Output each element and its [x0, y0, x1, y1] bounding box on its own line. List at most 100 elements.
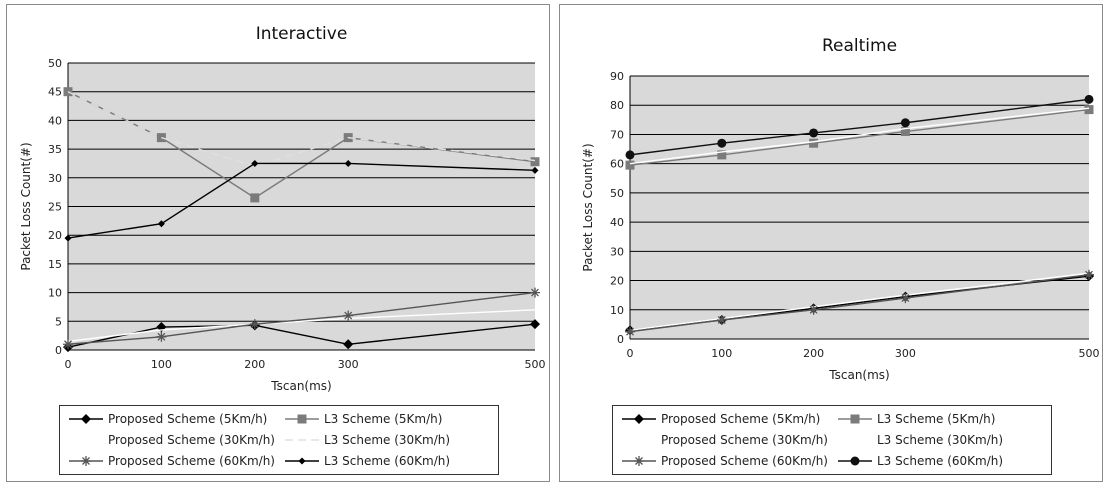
y-axis-label: Packet Loss Count(#)	[19, 142, 33, 270]
legend-marker	[850, 414, 860, 424]
legend-marker	[81, 414, 91, 424]
legend-swatch	[285, 457, 319, 465]
y-tick-label: 50	[610, 187, 624, 200]
y-tick-label: 10	[610, 304, 624, 317]
y-tick-label: 15	[48, 258, 62, 271]
series-l3-scheme-60km-h-point	[717, 138, 727, 148]
legend-marker	[298, 457, 306, 465]
x-tick-label: 0	[627, 347, 634, 360]
legend-label: L3 Scheme (60Km/h)	[324, 454, 451, 468]
legend-marker	[850, 456, 860, 466]
y-tick-label: 40	[610, 216, 624, 229]
y-tick-label: 90	[610, 70, 624, 83]
legend-item-l3-scheme-30km-h: L3 Scheme (30Km/h)	[284, 430, 450, 450]
legend-item-proposed-scheme-5km-h: Proposed Scheme (5Km/h)	[621, 409, 820, 429]
series-proposed-scheme-60km-h-point	[1084, 269, 1094, 280]
y-axis-label: Packet Loss Count(#)	[581, 143, 595, 271]
legend-label: Proposed Scheme (60Km/h)	[108, 454, 275, 468]
legend-swatch	[69, 414, 103, 424]
x-tick-label: 200	[244, 358, 265, 371]
series-proposed-scheme-60km-h	[63, 287, 540, 350]
legend-swatch	[838, 439, 872, 441]
series-l3-scheme-5km-h-point	[717, 150, 727, 160]
series-proposed-scheme-60km-h	[625, 269, 1094, 337]
plot-area	[630, 76, 1089, 339]
legend-label: Proposed Scheme (60Km/h)	[661, 454, 828, 468]
series-proposed-scheme-60km-h-point	[808, 304, 819, 315]
legend-swatch	[838, 414, 872, 424]
legend-item-l3-scheme-60km-h: L3 Scheme (60Km/h)	[837, 451, 1003, 471]
series-l3-scheme-60km-h	[64, 159, 539, 242]
legend-label: L3 Scheme (5Km/h)	[324, 412, 443, 426]
legend-label: L3 Scheme (30Km/h)	[877, 433, 1004, 447]
x-axis-label: Tscan(ms)	[270, 379, 331, 393]
legend-item-proposed-scheme-60km-h: Proposed Scheme (60Km/h)	[621, 451, 828, 471]
y-tick-label: 0	[55, 344, 62, 357]
legend-marker	[81, 456, 91, 466]
y-tick-label: 80	[610, 99, 624, 112]
series-l3-scheme-60km-h-point	[809, 128, 819, 138]
series-l3-scheme-5km-h-point	[809, 138, 819, 148]
series-l3-scheme-60km-h-point	[251, 159, 259, 167]
y-tick-label: 5	[55, 315, 62, 328]
series-proposed-scheme-60km-h-point	[625, 326, 635, 337]
series-l3-scheme-60km-h-point	[625, 150, 635, 160]
y-tick-label: 35	[48, 143, 62, 156]
legend-label: Proposed Scheme (30Km/h)	[108, 433, 275, 447]
legend-swatch	[69, 456, 103, 466]
x-axis-label: Tscan(ms)	[828, 368, 889, 382]
y-tick-label: 40	[48, 114, 62, 127]
legend-item-l3-scheme-5km-h: L3 Scheme (5Km/h)	[284, 409, 442, 429]
legend-label: Proposed Scheme (5Km/h)	[661, 412, 821, 426]
series-proposed-scheme-5km-h-point	[343, 339, 354, 350]
series-proposed-scheme-60km-h-point	[63, 339, 73, 350]
chart-legend-realtime: Proposed Scheme (5Km/h) L3 Scheme (5Km/h)…	[612, 405, 1052, 475]
x-tick-label: 0	[65, 358, 72, 371]
series-l3-scheme-5km-h-point	[530, 157, 540, 167]
series-proposed-scheme-60km-h-point	[716, 315, 727, 326]
series-l3-scheme-60km-h	[625, 94, 1094, 160]
legend-swatch	[622, 439, 656, 441]
x-tick-label: 200	[803, 347, 824, 360]
series-l3-scheme-5km-h-point	[900, 127, 910, 137]
legend-swatch	[69, 439, 103, 441]
series-l3-scheme-60km-h-point	[900, 118, 910, 128]
series-l3-scheme-5km-h-point	[625, 160, 635, 170]
series-proposed-scheme-60km-h-point	[156, 331, 167, 342]
y-tick-label: 70	[610, 128, 624, 141]
chart-panel-interactive: 0 5 10 15 20 25 30 35 40 45 50 0 100 200 300 500 Interac…	[6, 4, 550, 482]
series-l3-scheme-5km-h	[625, 105, 1094, 170]
x-tick-label: 100	[151, 358, 172, 371]
series-l3-scheme-30km-h-line	[629, 107, 1090, 165]
legend-marker	[297, 414, 307, 424]
chart-title: Realtime	[822, 36, 897, 56]
y-tick-label: 0	[617, 333, 624, 346]
x-tick-label: 100	[711, 347, 732, 360]
series-l3-scheme-60km-h-point	[64, 234, 72, 242]
legend-label: L3 Scheme (30Km/h)	[324, 433, 451, 447]
legend-item-proposed-scheme-30km-h: Proposed Scheme (30Km/h)	[68, 430, 275, 450]
y-tick-label: 45	[48, 86, 62, 99]
x-tick-label: 300	[895, 347, 916, 360]
y-tick-label: 30	[48, 172, 62, 185]
series-proposed-scheme-60km-h-point	[249, 319, 260, 330]
series-proposed-scheme-60km-h-point	[900, 293, 911, 304]
y-tick-label: 60	[610, 158, 624, 171]
series-l3-scheme-5km-h-point	[1084, 105, 1094, 115]
legend-item-proposed-scheme-5km-h: Proposed Scheme (5Km/h)	[68, 409, 267, 429]
series-proposed-scheme-5km-h-point	[530, 319, 540, 330]
y-tick-label: 10	[48, 287, 62, 300]
series-l3-scheme-30km-h	[629, 107, 1090, 165]
chart-canvas-realtime: 0 10 20 30 40 50 60 70 80 90 0 100 200 300 500 Realtime…	[581, 36, 1100, 382]
x-tick-label: 300	[338, 358, 359, 371]
y-tick-label: 20	[610, 275, 624, 288]
chart-legend-interactive: Proposed Scheme (5Km/h) L3 Scheme (5Km/h)…	[59, 405, 499, 475]
series-proposed-scheme-60km-h-point	[530, 287, 540, 298]
series-l3-scheme-5km-h-point	[250, 193, 260, 203]
series-proposed-scheme-60km-h-point	[343, 310, 354, 321]
legend-item-proposed-scheme-30km-h: Proposed Scheme (30Km/h)	[621, 430, 828, 450]
legend-marker	[634, 456, 644, 466]
chart-title: Interactive	[256, 24, 348, 44]
legend-swatch	[285, 439, 319, 441]
